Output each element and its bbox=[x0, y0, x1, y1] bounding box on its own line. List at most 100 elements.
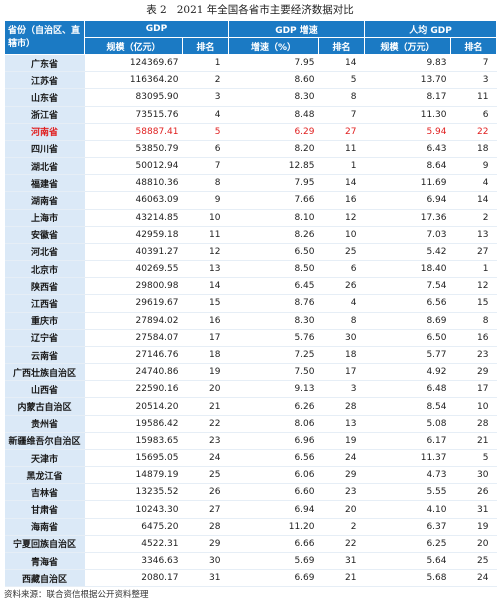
table-row: 新疆维吾尔自治区 15983.65 23 6.96 19 6.17 21 bbox=[4, 432, 497, 450]
province-name: 云南省 bbox=[4, 346, 85, 365]
per-capita-value: 13.70 bbox=[364, 71, 451, 90]
table-title: 2021 年全国各省市主要经济数据对比 bbox=[176, 4, 354, 16]
province-name: 西藏自治区 bbox=[4, 569, 85, 588]
per-capita-rank: 17 bbox=[450, 380, 497, 399]
gdp-value: 6475.20 bbox=[84, 518, 183, 536]
per-capita-value: 5.55 bbox=[364, 483, 451, 502]
province-name: 江苏省 bbox=[4, 71, 85, 90]
table-row: 福建省 48810.36 8 7.95 14 11.69 4 bbox=[4, 174, 497, 193]
province-name: 河北省 bbox=[4, 243, 85, 262]
table-row: 上海市 43214.85 10 8.10 12 17.36 2 bbox=[4, 209, 497, 227]
growth-rank: 17 bbox=[318, 363, 365, 382]
per-capita-rank: 28 bbox=[450, 415, 497, 433]
table-row: 黑龙江省 14879.19 25 6.06 29 4.73 30 bbox=[4, 466, 497, 485]
gdp-value: 20514.20 bbox=[84, 397, 183, 416]
per-capita-rank: 26 bbox=[450, 483, 497, 502]
growth-rank: 23 bbox=[318, 483, 365, 502]
per-capita-rank: 3 bbox=[450, 71, 497, 90]
gdp-value: 53850.79 bbox=[84, 140, 183, 159]
per-capita-rank-header: 排名 bbox=[450, 37, 497, 55]
growth-rate: 6.50 bbox=[228, 243, 319, 262]
per-capita-rank: 20 bbox=[450, 535, 497, 553]
gdp-value: 15695.05 bbox=[84, 449, 183, 468]
gdp-rank: 23 bbox=[182, 432, 229, 450]
gdp-value: 29800.98 bbox=[84, 277, 183, 296]
province-name: 河南省 bbox=[4, 123, 85, 141]
table-row: 西藏自治区 2080.17 31 6.69 21 5.68 24 bbox=[4, 569, 497, 588]
gdp-rank: 16 bbox=[182, 312, 229, 330]
growth-rank: 8 bbox=[318, 312, 365, 330]
growth-rank: 4 bbox=[318, 294, 365, 313]
province-name: 四川省 bbox=[4, 140, 85, 159]
gdp-value: 58887.41 bbox=[84, 123, 183, 141]
growth-rate: 7.25 bbox=[228, 346, 319, 365]
gdp-rank: 17 bbox=[182, 329, 229, 347]
gdp-rank: 20 bbox=[182, 380, 229, 399]
gdp-rank: 11 bbox=[182, 226, 229, 244]
per-capita-scale-header: 规模（万元） bbox=[364, 37, 451, 55]
gdp-rank: 10 bbox=[182, 209, 229, 227]
growth-rate: 11.20 bbox=[228, 518, 319, 536]
per-capita-rank: 13 bbox=[450, 226, 497, 244]
growth-rank: 30 bbox=[318, 329, 365, 347]
per-capita-rank: 24 bbox=[450, 569, 497, 588]
growth-rank: 20 bbox=[318, 500, 365, 519]
province-name: 内蒙古自治区 bbox=[4, 397, 85, 416]
per-capita-value: 4.10 bbox=[364, 500, 451, 519]
growth-rate: 6.60 bbox=[228, 483, 319, 502]
gdp-value: 15983.65 bbox=[84, 432, 183, 450]
growth-rank: 14 bbox=[318, 54, 365, 73]
table-row: 湖南省 46063.09 9 7.66 16 6.94 14 bbox=[4, 191, 497, 210]
per-capita-rank: 5 bbox=[450, 449, 497, 468]
growth-rate: 7.66 bbox=[228, 191, 319, 210]
growth-rate: 7.95 bbox=[228, 54, 319, 73]
growth-rank: 5 bbox=[318, 71, 365, 90]
per-capita-value: 8.64 bbox=[364, 157, 451, 176]
per-capita-value: 6.25 bbox=[364, 535, 451, 553]
province-name: 广西壮族自治区 bbox=[4, 363, 85, 382]
growth-rank: 10 bbox=[318, 226, 365, 244]
gdp-rank: 15 bbox=[182, 294, 229, 313]
table-row: 江苏省 116364.20 2 8.60 5 13.70 3 bbox=[4, 71, 497, 90]
gdp-rank: 1 bbox=[182, 54, 229, 73]
gdp-value: 73515.76 bbox=[84, 106, 183, 124]
growth-rate: 8.26 bbox=[228, 226, 319, 244]
per-capita-rank: 22 bbox=[450, 123, 497, 141]
growth-rate: 6.06 bbox=[228, 466, 319, 485]
gdp-rank: 5 bbox=[182, 123, 229, 141]
per-capita-value: 11.30 bbox=[364, 106, 451, 124]
province-name: 湖北省 bbox=[4, 157, 85, 176]
province-name: 辽宁省 bbox=[4, 329, 85, 347]
growth-rate: 6.56 bbox=[228, 449, 319, 468]
province-name: 陕西省 bbox=[4, 277, 85, 296]
per-capita-value: 6.37 bbox=[364, 518, 451, 536]
growth-rank: 25 bbox=[318, 243, 365, 262]
growth-rank: 6 bbox=[318, 260, 365, 279]
table-row: 河南省 58887.41 5 6.29 27 5.94 22 bbox=[4, 123, 497, 141]
per-capita-group-header: 人均 GDP bbox=[364, 20, 497, 38]
gdp-value: 116364.20 bbox=[84, 71, 183, 90]
per-capita-rank: 2 bbox=[450, 209, 497, 227]
growth-rate: 9.13 bbox=[228, 380, 319, 399]
per-capita-rank: 14 bbox=[450, 191, 497, 210]
gdp-rank: 13 bbox=[182, 260, 229, 279]
table-number: 表 2 bbox=[146, 4, 167, 16]
gdp-value: 27894.02 bbox=[84, 312, 183, 330]
province-name: 安徽省 bbox=[4, 226, 85, 244]
growth-rank: 3 bbox=[318, 380, 365, 399]
gdp-rank: 24 bbox=[182, 449, 229, 468]
per-capita-value: 11.69 bbox=[364, 174, 451, 193]
growth-rate: 8.06 bbox=[228, 415, 319, 433]
per-capita-value: 5.94 bbox=[364, 123, 451, 141]
province-name: 福建省 bbox=[4, 174, 85, 193]
per-capita-value: 5.42 bbox=[364, 243, 451, 262]
growth-rate: 6.69 bbox=[228, 569, 319, 588]
per-capita-rank: 11 bbox=[450, 88, 497, 107]
gdp-rank-header: 排名 bbox=[182, 37, 229, 55]
growth-rank: 28 bbox=[318, 397, 365, 416]
gdp-value: 40391.27 bbox=[84, 243, 183, 262]
province-name: 新疆维吾尔自治区 bbox=[4, 432, 85, 450]
gdp-group-header: GDP bbox=[84, 20, 229, 38]
per-capita-rank: 15 bbox=[450, 294, 497, 313]
table-row: 天津市 15695.05 24 6.56 24 11.37 5 bbox=[4, 449, 497, 468]
